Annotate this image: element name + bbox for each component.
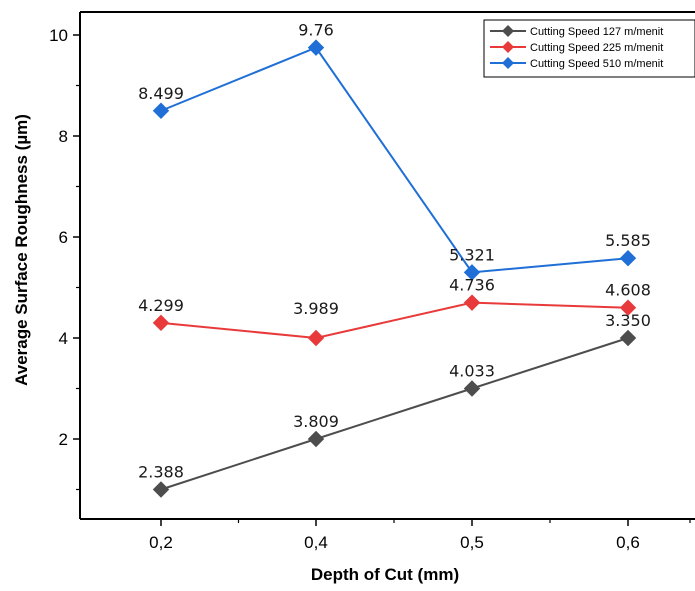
data-point-marker <box>619 329 637 347</box>
y-axis-title: Average Surface Roughness (µm) <box>12 114 31 386</box>
x-tick-label: 0,5 <box>460 533 484 552</box>
data-point-marker <box>307 430 325 448</box>
data-label: 3.989 <box>293 299 339 318</box>
data-point-marker <box>307 39 325 56</box>
data-point-marker <box>152 102 170 119</box>
x-tick-label: 0,2 <box>149 533 173 552</box>
axes <box>79 11 695 520</box>
data-point-marker <box>152 481 170 498</box>
data-label: 2.388 <box>138 463 184 482</box>
data-point-marker <box>463 294 481 311</box>
data-label: 8.499 <box>138 84 184 103</box>
data-label: 4.736 <box>449 276 495 295</box>
data-label: 3.350 <box>605 311 651 330</box>
series-lines <box>160 46 629 491</box>
legend: Cutting Speed 127 m/menit Cutting Speed 2… <box>483 19 695 78</box>
legend-entry-label: Cutting Speed 510 m/menit <box>530 58 663 70</box>
data-label: 4.608 <box>605 281 651 300</box>
legend-box <box>483 19 695 78</box>
data-point-marker <box>152 314 170 332</box>
legend-entry-label: Cutting Speed 225 m/menit <box>530 42 663 54</box>
data-point-marker <box>307 329 325 347</box>
data-label: 9.76 <box>298 21 334 40</box>
series-line <box>160 337 629 491</box>
x-tick-label: 0,6 <box>616 533 640 552</box>
tick-marks: 2 4 6 8 10 0,2 0,4 0,5 0,6 <box>49 26 691 552</box>
legend-entry-label: Cutting Speed 127 m/menit <box>530 26 663 38</box>
series-markers <box>152 39 637 498</box>
legend-swatch-marker <box>502 41 514 53</box>
series-line <box>160 46 629 274</box>
data-label: 5.585 <box>605 231 651 250</box>
y-tick-label: 4 <box>59 329 68 348</box>
y-tick-label: 8 <box>59 127 68 146</box>
data-point-marker <box>619 250 637 267</box>
series-line <box>160 301 629 340</box>
y-tick-label: 2 <box>59 430 68 449</box>
legend-swatch-marker <box>502 57 514 69</box>
x-axis-title: Depth of Cut (mm) <box>311 565 459 584</box>
legend-swatch-marker <box>502 25 514 37</box>
data-point-marker <box>619 299 637 316</box>
y-tick-label: 10 <box>49 26 68 45</box>
data-label: 3.809 <box>293 412 339 431</box>
data-point-marker <box>463 380 481 397</box>
data-label: 4.299 <box>138 296 184 315</box>
data-label: 4.033 <box>449 362 495 381</box>
data-label: 5.321 <box>449 245 495 264</box>
y-tick-label: 6 <box>59 228 68 247</box>
x-tick-label: 0,4 <box>304 533 328 552</box>
data-labels: 2.388 3.809 4.033 3.350 4.299 3.989 4.736 4.608… <box>138 21 651 482</box>
data-point-marker <box>463 264 481 281</box>
